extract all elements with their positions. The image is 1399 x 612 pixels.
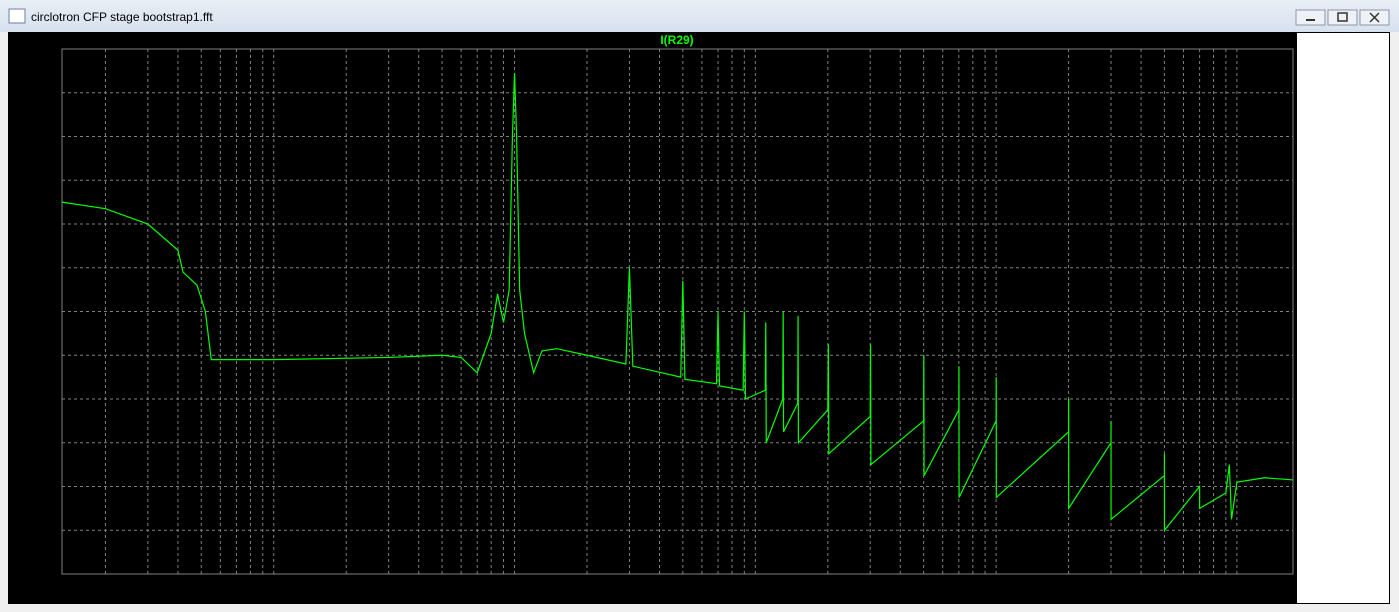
y-tick-label: -100dB [17,305,56,319]
trace-line [61,73,1294,532]
y-tick-label: -20dB [24,130,56,144]
y-tick-label: -60dB [24,217,56,231]
x-tick-label: 1MHz [1221,583,1252,597]
window-buttons [1295,9,1390,26]
x-tick-label: 100Hz [256,583,291,597]
y-tick-label: -80dB [24,261,56,275]
y-tick-label: -200dB [17,523,56,537]
restore-button[interactable] [1327,9,1358,26]
y-tick-label: -140dB [17,392,56,406]
title-bar [0,0,1399,32]
window-title: circlotron CFP stage bootstrap1.fft [31,10,213,24]
pane-margin [1297,33,1389,603]
minimize-button[interactable] [1295,9,1326,26]
x-tick-label: 100KHz [975,583,1018,597]
y-tick-label: -40dB [24,173,56,187]
trace-layer [61,73,1294,532]
y-tick-label: -160dB [17,436,56,450]
y-tick-label: 0dB [35,86,56,100]
grid [62,48,1293,575]
x-tick-label: 1KHz [500,583,529,597]
trace-name: I(R29) [660,33,693,47]
y-tick-label: -180dB [17,480,56,494]
y-tick-label: 20dB [28,42,56,56]
close-icon [1369,12,1380,23]
y-tick-label: -220dB [17,567,56,581]
x-tick-label: 10KHz [737,583,773,597]
y-tick-label: -120dB [17,348,56,362]
restore-icon [1337,12,1348,22]
app-icon [8,8,26,24]
